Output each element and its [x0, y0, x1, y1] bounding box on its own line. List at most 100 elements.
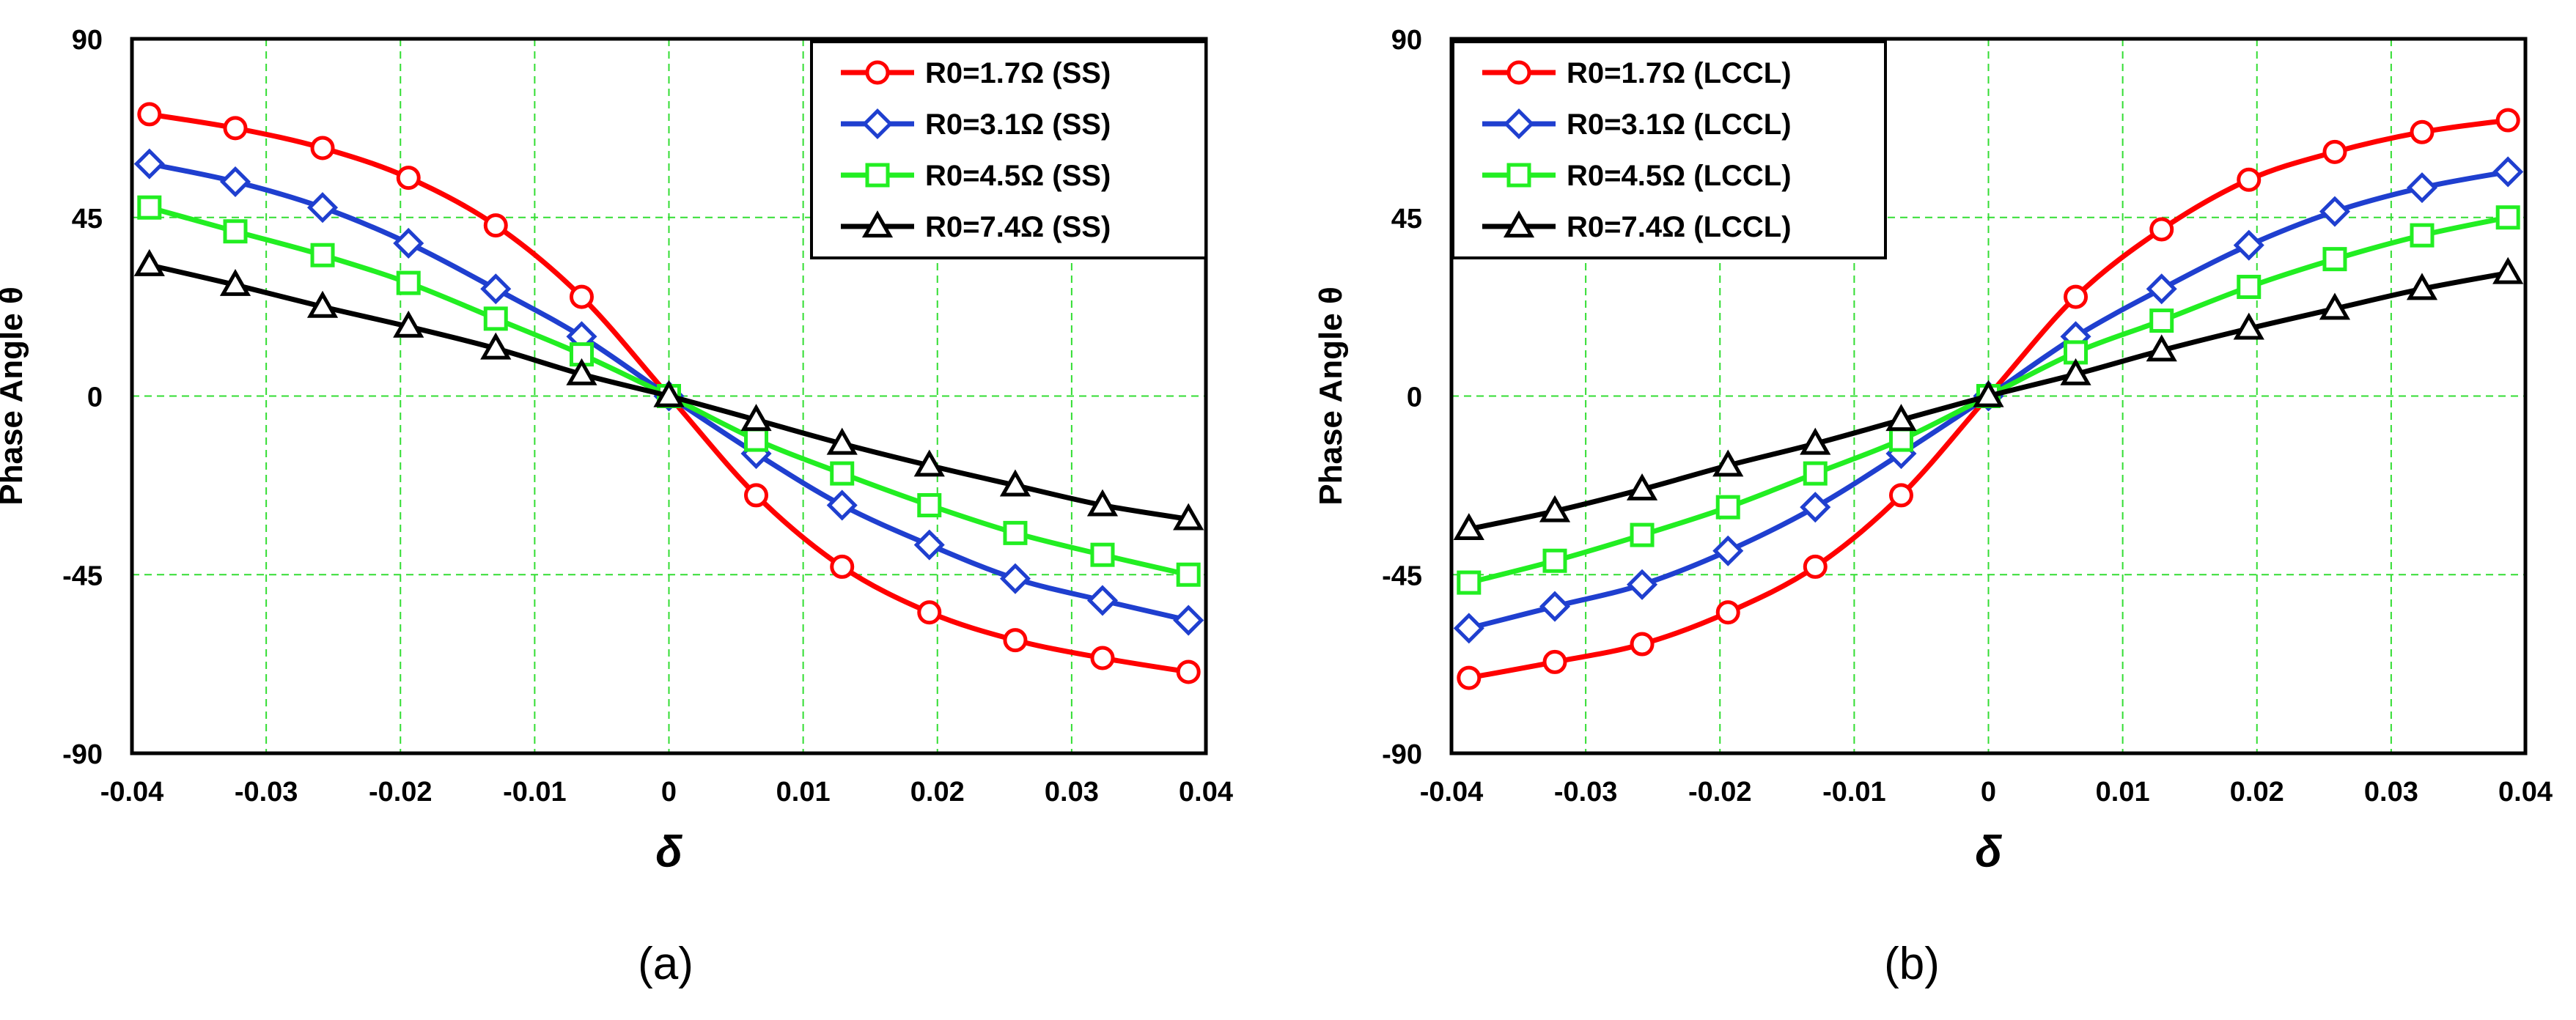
marker-circle	[1090, 646, 1115, 670]
marker-triangle	[2060, 358, 2091, 385]
x-tick-label: -0.02	[1688, 777, 1752, 808]
series-3	[1453, 256, 2524, 541]
marker-circle	[483, 213, 508, 238]
marker-circle	[1176, 659, 1201, 684]
marker-diamond	[1800, 492, 1831, 523]
y-tick-label: -45	[1382, 561, 1422, 591]
x-tick-label: 0.04	[1179, 777, 1233, 808]
panel-label-a: (a)	[638, 939, 693, 989]
marker-diamond	[1712, 535, 1744, 566]
plot-frame	[1449, 37, 2528, 755]
chart-panel-b: -0.04 -0.03 -0.02 -0.01 0 0.01 0.02 0.03 0.04 90 4…	[1313, 25, 2553, 876]
marker-circle	[2495, 108, 2520, 133]
marker-triangle	[861, 210, 894, 238]
marker-circle	[1803, 554, 1828, 579]
marker-square	[1176, 562, 1201, 587]
marker-diamond	[1453, 613, 1484, 644]
marker-triangle	[913, 449, 945, 477]
marker-triangle	[1800, 427, 1831, 455]
marker-square	[2237, 275, 2262, 300]
marker-triangle	[219, 268, 251, 296]
y-axis-label: Phase Angle θ	[1313, 287, 1349, 505]
marker-triangle	[1626, 473, 1658, 500]
x-tick-label: -0.03	[1554, 777, 1618, 808]
marker-square	[396, 270, 421, 295]
legend-item-3: R0=7.4Ω (SS)	[841, 210, 1111, 243]
marker-circle	[917, 600, 942, 625]
marker-circle	[137, 102, 162, 127]
marker-diamond	[861, 108, 894, 140]
x-tick-label: 0	[1981, 777, 1996, 808]
marker-circle	[1542, 649, 1567, 674]
marker-square	[1003, 520, 1028, 545]
marker-square	[865, 163, 890, 188]
marker-square	[2149, 308, 2174, 333]
marker-triangle	[2319, 292, 2351, 320]
x-tick-label: -0.01	[1822, 777, 1886, 808]
marker-circle	[2410, 119, 2435, 144]
marker-triangle	[2406, 273, 2438, 300]
x-axis-label: δ	[1975, 827, 2002, 876]
marker-square	[1888, 427, 1913, 452]
marker-diamond	[2146, 273, 2177, 305]
marker-triangle	[1712, 449, 1744, 477]
x-tick-label: 0.03	[1045, 777, 1099, 808]
legend-item-2: R0=4.5Ω (LCCL)	[1482, 160, 1792, 192]
marker-circle	[569, 284, 594, 309]
marker-triangle	[826, 427, 858, 455]
marker-square	[1715, 495, 1740, 520]
legend-item-0: R0=1.7Ω (SS)	[841, 57, 1111, 89]
marker-circle	[2237, 167, 2262, 192]
marker-triangle	[1086, 489, 1119, 517]
y-tick-label: -45	[62, 561, 103, 591]
marker-square	[830, 461, 855, 486]
marker-circle	[1715, 600, 1740, 625]
marker-square	[1457, 570, 1482, 595]
marker-triangle	[1885, 404, 1917, 432]
marker-circle	[223, 116, 248, 141]
legend-label: R0=7.4Ω (LCCL)	[1567, 211, 1792, 243]
marker-diamond	[913, 529, 945, 561]
marker-triangle	[480, 332, 512, 360]
marker-diamond	[1627, 569, 1658, 600]
marker-triangle	[1173, 503, 1204, 531]
marker-triangle	[1453, 513, 1484, 541]
y-tick-label: 45	[1391, 204, 1422, 234]
x-tick-label: 0.04	[2498, 777, 2553, 808]
x-tick-label: 0.01	[2096, 777, 2150, 808]
marker-circle	[2149, 217, 2174, 242]
legend: R0=1.7Ω (SS) R0=3.1Ω (SS) R0=4.5Ω (SS) R0=7…	[810, 40, 1207, 259]
legend-item-3: R0=7.4Ω (LCCL)	[1482, 210, 1792, 243]
marker-triangle	[1539, 495, 1571, 522]
x-tick-label: -0.03	[235, 777, 298, 808]
x-axis-label: δ	[655, 827, 682, 876]
marker-circle	[2322, 139, 2347, 164]
marker-triangle	[740, 404, 772, 432]
legend-label: R0=3.1Ω (SS)	[925, 108, 1111, 141]
marker-square	[1506, 163, 1531, 188]
x-tick-label: -0.04	[1420, 777, 1484, 808]
marker-triangle	[1973, 380, 2004, 407]
marker-diamond	[1539, 591, 1571, 622]
y-tick-label: 90	[1391, 25, 1422, 56]
y-tick-label: 90	[72, 25, 103, 56]
marker-diamond	[307, 192, 339, 223]
x-tick-label: -0.02	[369, 777, 433, 808]
x-tick-label: 0.02	[2230, 777, 2284, 808]
marker-diamond	[826, 489, 858, 521]
legend-label: R0=1.7Ω (LCCL)	[1567, 57, 1792, 89]
marker-triangle	[1503, 210, 1535, 238]
marker-square	[2495, 205, 2520, 230]
panel-label-b: (b)	[1884, 939, 1940, 989]
marker-triangle	[2492, 256, 2524, 284]
marker-circle	[744, 483, 769, 508]
x-tick-label: 0	[661, 777, 677, 808]
marker-square	[223, 219, 248, 244]
x-tick-label: -0.01	[503, 777, 567, 808]
marker-diamond	[2406, 172, 2438, 204]
marker-square	[917, 492, 942, 517]
marker-diamond	[1173, 605, 1204, 636]
legend-item-1: R0=3.1Ω (LCCL)	[1482, 108, 1792, 141]
x-tick-label: -0.04	[100, 777, 164, 808]
legend-label: R0=1.7Ω (SS)	[925, 57, 1111, 89]
